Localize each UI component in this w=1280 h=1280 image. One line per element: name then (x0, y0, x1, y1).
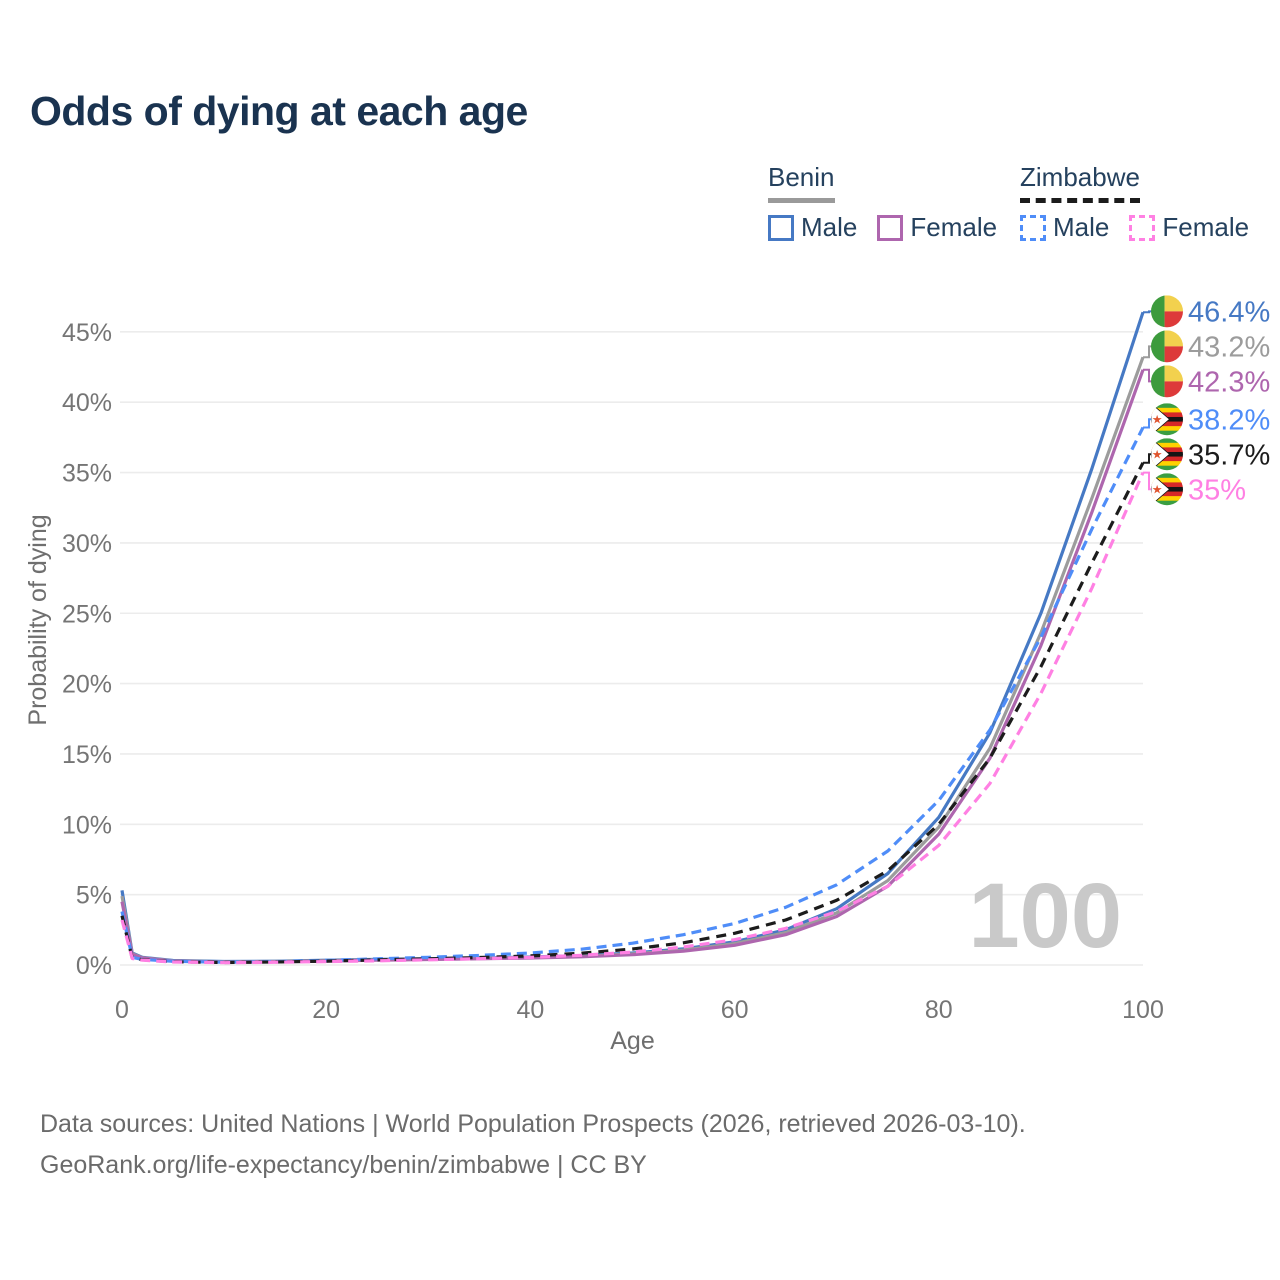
series-line-zimbabwe-both[interactable] (120, 461, 1145, 965)
legend-group-zimbabwe: Zimbabwe Male Female (1020, 162, 1249, 243)
legend-item-zimbabwe-male[interactable]: Male (1020, 212, 1109, 243)
x-tick-label: 40 (516, 996, 544, 1024)
end-label-benin-male: 46.4% (1188, 296, 1270, 328)
end-label-group-zimbabwe-female: ★ 35% (1151, 473, 1246, 506)
y-tick-label: 30% (62, 530, 112, 558)
benin-female-swatch-icon (877, 214, 904, 241)
x-axis-title: Age (610, 1027, 654, 1055)
legend-group-benin: Benin Male Female (768, 162, 997, 243)
y-tick-label: 10% (62, 811, 112, 839)
y-tick-label: 20% (62, 671, 112, 699)
end-label-group-benin-male: 46.4% (1151, 295, 1270, 328)
legend-country-benin[interactable]: Benin (768, 162, 835, 203)
legend-label-benin-female: Female (910, 212, 998, 242)
footer-data-sources: Data sources: United Nations | World Pop… (40, 1110, 1026, 1138)
end-label-zimbabwe-both: 35.7% (1188, 439, 1270, 471)
y-tick-label: 45% (62, 319, 112, 347)
x-tick-label: 60 (721, 996, 749, 1024)
footer-attribution: GeoRank.org/life-expectancy/benin/zimbab… (40, 1151, 647, 1179)
zimbabwe-flag-icon: ★ (1151, 438, 1183, 471)
y-tick-label: 5% (76, 882, 112, 910)
zimbabwe-flag-icon: ★ (1151, 473, 1183, 506)
y-tick-label: 0% (76, 952, 112, 980)
legend-item-zimbabwe-female[interactable]: Female (1129, 212, 1249, 243)
x-tick-label: 20 (312, 996, 340, 1024)
y-axis-title: Probability of dying (24, 514, 52, 725)
zimbabwe-male-swatch-icon (1020, 214, 1046, 241)
end-label-group-zimbabwe-both: ★ 35.7% (1151, 438, 1270, 471)
end-label-group-benin-female: 42.3% (1151, 365, 1270, 398)
x-tick-label: 80 (925, 996, 953, 1024)
zimbabwe-flag-icon: ★ (1151, 403, 1183, 436)
page-title: Odds of dying at each age (30, 88, 528, 134)
zimbabwe-female-swatch-icon (1129, 214, 1156, 241)
svg-text:★: ★ (1152, 448, 1163, 462)
x-tick-label: 100 (1122, 996, 1164, 1024)
y-tick-label: 35% (62, 460, 112, 488)
legend-country-zimbabwe[interactable]: Zimbabwe (1020, 162, 1140, 203)
y-tick-label: 40% (62, 389, 112, 417)
legend-item-benin-female[interactable]: Female (877, 212, 997, 243)
end-label-benin-female: 42.3% (1188, 366, 1270, 398)
legend-label-zimbabwe-female: Female (1162, 212, 1250, 242)
legend-label-benin-male: Male (801, 212, 858, 242)
series-line-zimbabwe-male[interactable] (120, 426, 1145, 964)
benin-male-swatch-icon (768, 214, 794, 241)
end-label-group-benin-both: 43.2% (1151, 330, 1270, 363)
end-label-zimbabwe-female: 35% (1188, 474, 1246, 506)
end-label-group-zimbabwe-male: ★ 38.2% (1151, 403, 1270, 436)
svg-text:★: ★ (1152, 483, 1163, 497)
legend-item-benin-male[interactable]: Male (768, 212, 857, 243)
y-tick-label: 15% (62, 741, 112, 769)
svg-text:★: ★ (1152, 413, 1163, 427)
legend-label-zimbabwe-male: Male (1053, 212, 1110, 242)
y-tick-label: 25% (62, 600, 112, 628)
series-line-zimbabwe-female[interactable] (120, 471, 1145, 965)
end-label-benin-both: 43.2% (1188, 331, 1270, 363)
footer: Data sources: United Nations | World Pop… (40, 1104, 1026, 1186)
end-label-zimbabwe-male: 38.2% (1188, 404, 1270, 436)
age-watermark: 100 (969, 865, 1123, 967)
x-tick-label: 0 (115, 996, 129, 1024)
